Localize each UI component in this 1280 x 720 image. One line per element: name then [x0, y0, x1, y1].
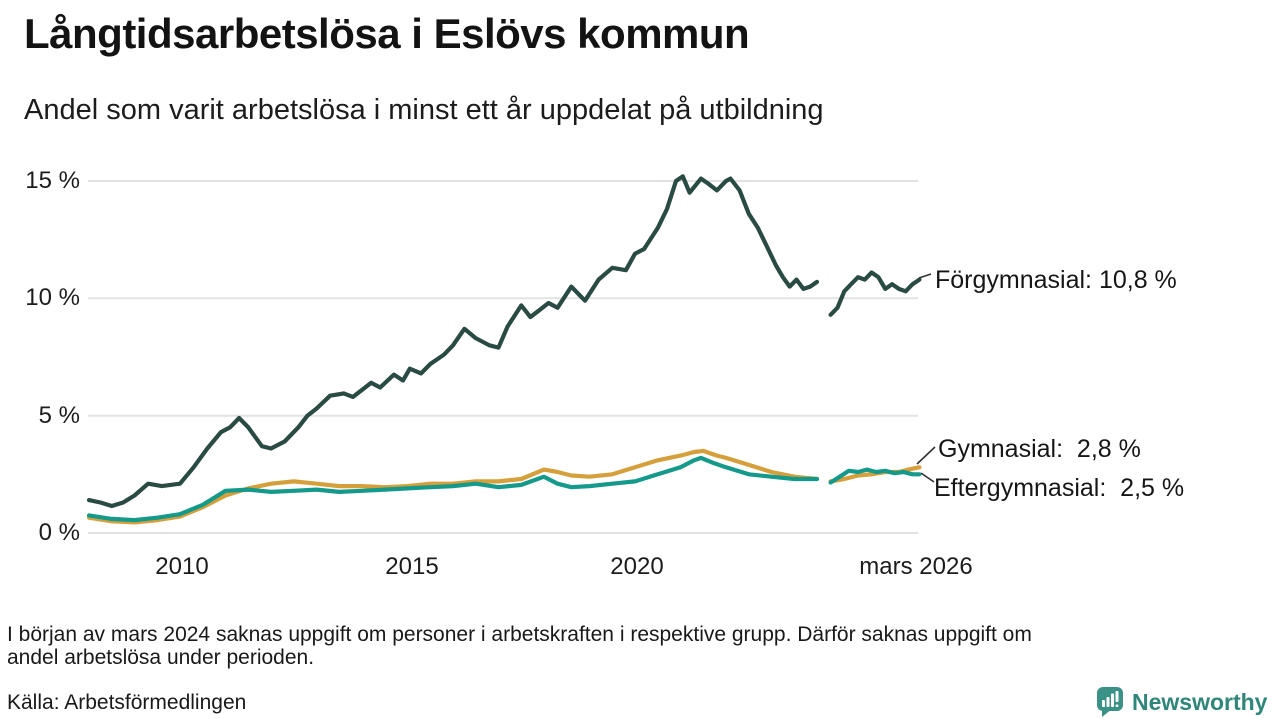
gridlines — [88, 180, 918, 534]
footnote-line-2: andel arbetslösa under perioden. — [7, 646, 315, 669]
newsworthy-logo-text: Newsworthy — [1132, 688, 1268, 715]
series-label-forgymnasial: Förgymnasial: 10,8 % — [935, 266, 1177, 294]
series-lines — [86, 174, 922, 525]
x-tick-mars-2026: mars 2026 — [859, 553, 973, 580]
newsworthy-logo: Newsworthy — [1097, 687, 1267, 717]
newsworthy-logo-icon — [1097, 687, 1123, 717]
series-line-eftergymnasial — [86, 455, 820, 523]
page-subtitle: Andel som varit arbetslösa i minst ett å… — [24, 94, 824, 126]
series-line-förgymnasial — [828, 270, 922, 317]
series-line-gymnasial — [86, 448, 820, 525]
label-connector-eftergymnasial — [920, 472, 935, 483]
footnote-line-1: I början av mars 2024 saknas uppgift om … — [7, 623, 1032, 646]
x-tick-2020: 2020 — [610, 553, 664, 580]
label-connector-gymnasial — [916, 446, 936, 465]
x-tick-2015: 2015 — [385, 553, 439, 580]
series-line-förgymnasial — [86, 174, 820, 509]
x-tick-2010: 2010 — [155, 553, 209, 580]
y-tick-0: 0 % — [38, 519, 80, 546]
page-title: Långtidsarbetslösa i Eslövs kommun — [24, 10, 750, 57]
series-label-eftergymnasial: Eftergymnasial: 2,5 % — [934, 474, 1185, 502]
label-connectors — [916, 273, 936, 483]
y-tick-10: 10 % — [25, 284, 80, 311]
y-tick-15: 15 % — [25, 167, 80, 194]
source-credit: Källa: Arbetsförmedlingen — [7, 691, 247, 714]
series-label-gymnasial: Gymnasial: 2,8 % — [938, 435, 1141, 463]
series-line-eftergymnasial — [828, 467, 922, 485]
y-tick-5: 5 % — [38, 402, 80, 429]
label-connector-forgymnasial — [918, 273, 932, 279]
